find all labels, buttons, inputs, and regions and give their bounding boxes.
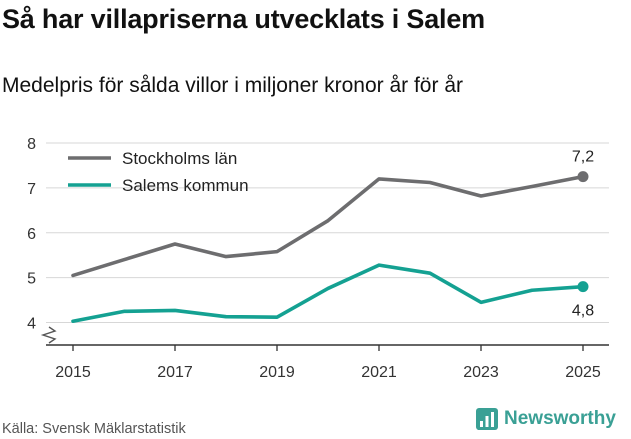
y-tick-label: 4 [27,316,36,333]
axes: 4 5 6 7 8 2015 2017 2019 2021 2023 2025 [27,136,609,381]
brand-name: Newsworthy [504,408,616,429]
end-value-label: 4,8 [572,303,594,320]
chart-subtitle: Medelpris för sålda villor i miljoner kr… [2,74,463,97]
y-tick-label: 6 [27,226,36,243]
series-line-salems-kommun [71,263,585,324]
bar-chart-icon [476,408,498,430]
legend-label: Stockholms län [122,149,237,168]
x-tick-label: 2019 [259,364,295,381]
legend-label: Salems kommun [122,176,249,195]
series-endpoint [577,171,589,183]
brand-logo: Newsworthy [475,407,616,431]
series-lines [71,171,589,324]
line-chart: 4 5 6 7 8 2015 2017 2019 2021 2023 2025 7,2 4,8 Sto… [27,136,609,381]
y-tick-label: 5 [27,271,36,288]
x-tick-label: 2015 [55,364,91,381]
series-line-stockholms-lan [71,174,585,278]
end-value-label: 7,2 [572,149,594,166]
legend: Stockholms län Salems kommun [68,149,249,195]
source-note: Källa: Svensk Mäklarstatistik [2,421,186,437]
series-endpoint [577,281,589,293]
x-tick-label: 2023 [463,364,499,381]
chart-title: Så har villapriserna utvecklats i Salem [2,4,485,34]
y-tick-label: 7 [27,181,36,198]
x-tick-label: 2017 [157,364,193,381]
x-tick-label: 2025 [565,364,601,381]
labels: 7,2 4,8 [572,149,594,320]
x-tick-label: 2021 [361,364,397,381]
axis-break-icon [40,326,57,344]
y-tick-label: 8 [27,136,36,153]
grid-lines [46,142,609,324]
